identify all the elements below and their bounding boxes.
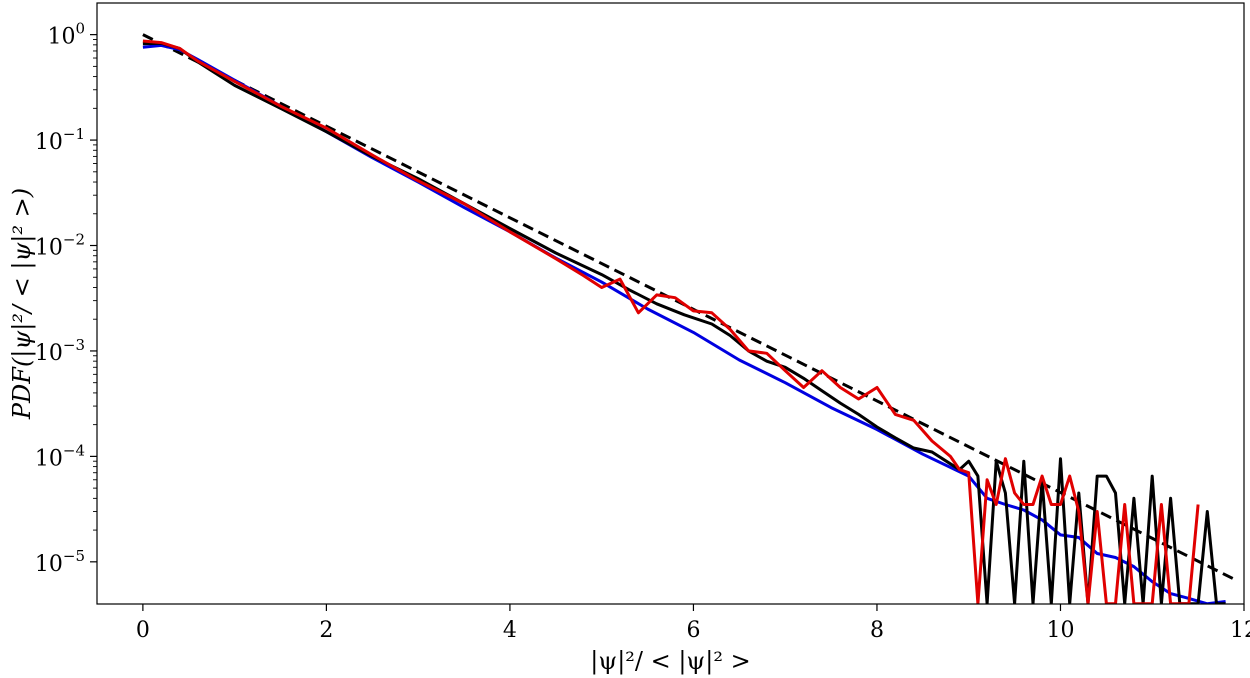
y-tick-label: 10−5 xyxy=(35,547,85,577)
x-tick-label: 0 xyxy=(136,618,150,643)
x-tick-label: 4 xyxy=(503,618,517,643)
y-axis-label: PDF(|ψ|²/ < |ψ|² >) xyxy=(8,188,37,420)
x-tick-label: 10 xyxy=(1046,618,1074,643)
x-tick-label: 12 xyxy=(1230,618,1250,643)
x-tick-label: 6 xyxy=(686,618,700,643)
y-tick-label: 10−2 xyxy=(35,231,85,261)
y-tick-label: 10−4 xyxy=(35,441,85,471)
tick-layer: 0 2 4 6 8 10 12 100 10−1 10−2 10−3 10−4 10−5 xyxy=(35,20,1250,643)
series-line-3 xyxy=(142,41,1226,604)
y-tick-label: 10−3 xyxy=(35,336,85,366)
x-axis-label: |ψ|²/ < |ψ|² > xyxy=(590,647,750,676)
x-tick-label: 2 xyxy=(319,618,333,643)
plot-frame xyxy=(96,2,1245,605)
series-layer xyxy=(142,33,1236,604)
y-tick-label: 10−1 xyxy=(35,125,85,155)
y-tick-label: 100 xyxy=(47,20,85,50)
x-tick-label: 8 xyxy=(870,618,884,643)
